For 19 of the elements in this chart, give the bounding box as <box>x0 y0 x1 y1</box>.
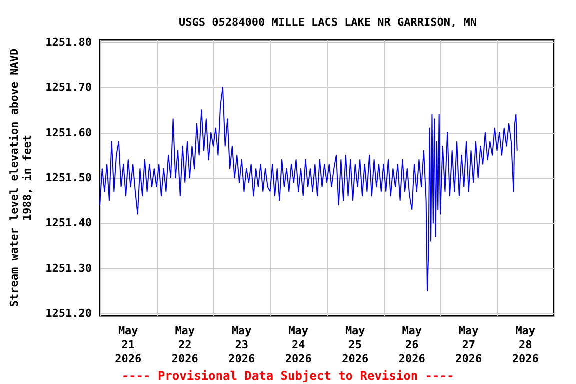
y-tick-label: 1251.70 <box>46 81 92 94</box>
x-tick-label: May 28 2026 <box>512 324 540 366</box>
y-axis-title: Stream water level elevation above NAVD 1988, in feet <box>8 48 34 308</box>
y-tick-label: 1251.30 <box>46 262 92 275</box>
x-tick-label: May 26 2026 <box>398 324 426 366</box>
y-tick-label: 1251.50 <box>46 172 92 184</box>
text: ---- Provisional Data Subject to Revision ---- <box>122 369 454 383</box>
x-tick-label: May 24 2026 <box>285 324 312 366</box>
x-tick-label: May 25 2026 <box>342 324 369 366</box>
x-tick-label: May 27 2026 <box>456 324 482 366</box>
y-tick-label: 1251.40 <box>46 216 92 230</box>
y-tick-label: 1251.60 <box>46 126 92 140</box>
y-tick-label: 1251.80 <box>46 36 92 49</box>
line-series <box>100 87 518 292</box>
x-tick-label: May 23 2026 <box>228 324 256 366</box>
x-tick-label: May 22 2026 <box>172 324 199 366</box>
x-tick-label: May 21 2026 <box>115 324 142 366</box>
chart-title: USGS 05284000 MILLE LACS LAKE NR GARRISON, MN <box>178 16 478 29</box>
y-tick-label: 1251.20 <box>46 307 92 320</box>
